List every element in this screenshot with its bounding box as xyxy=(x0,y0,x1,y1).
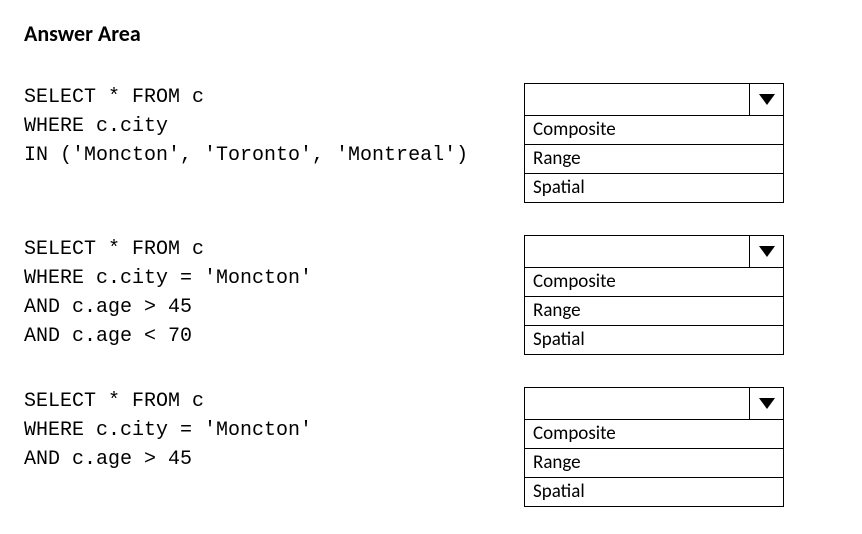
dropdown-arrow-cell[interactable] xyxy=(749,84,783,115)
question-row: SELECT * FROM c WHERE c.city IN ('Moncto… xyxy=(24,83,838,203)
index-type-dropdown[interactable]: Composite Range Spatial xyxy=(524,235,784,355)
question-row: SELECT * FROM c WHERE c.city = 'Moncton'… xyxy=(24,387,838,507)
dropdown-selected-text xyxy=(525,84,749,115)
dropdown-selected[interactable] xyxy=(525,236,783,268)
dropdown-option[interactable]: Spatial xyxy=(525,326,783,354)
chevron-down-icon xyxy=(759,94,775,105)
dropdown-selected[interactable] xyxy=(525,388,783,420)
dropdown-option[interactable]: Composite xyxy=(525,116,783,145)
dropdown-option[interactable]: Spatial xyxy=(525,478,783,506)
dropdown-option[interactable]: Spatial xyxy=(525,174,783,202)
chevron-down-icon xyxy=(759,398,775,409)
sql-code: SELECT * FROM c WHERE c.city IN ('Moncto… xyxy=(24,83,524,170)
question-row: SELECT * FROM c WHERE c.city = 'Moncton'… xyxy=(24,235,838,355)
dropdown-selected[interactable] xyxy=(525,84,783,116)
dropdown-option[interactable]: Range xyxy=(525,297,783,326)
index-type-dropdown[interactable]: Composite Range Spatial xyxy=(524,387,784,507)
chevron-down-icon xyxy=(759,246,775,257)
dropdown-option[interactable]: Composite xyxy=(525,268,783,297)
dropdown-option[interactable]: Composite xyxy=(525,420,783,449)
dropdown-arrow-cell[interactable] xyxy=(749,388,783,419)
index-type-dropdown[interactable]: Composite Range Spatial xyxy=(524,83,784,203)
sql-code: SELECT * FROM c WHERE c.city = 'Moncton'… xyxy=(24,387,524,474)
dropdown-option[interactable]: Range xyxy=(525,449,783,478)
sql-code: SELECT * FROM c WHERE c.city = 'Moncton'… xyxy=(24,235,524,351)
dropdown-selected-text xyxy=(525,388,749,419)
dropdown-selected-text xyxy=(525,236,749,267)
dropdown-arrow-cell[interactable] xyxy=(749,236,783,267)
page-title: Answer Area xyxy=(24,20,838,47)
dropdown-option[interactable]: Range xyxy=(525,145,783,174)
